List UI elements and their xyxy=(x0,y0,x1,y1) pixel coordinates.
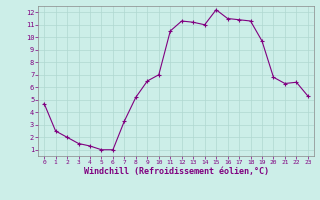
X-axis label: Windchill (Refroidissement éolien,°C): Windchill (Refroidissement éolien,°C) xyxy=(84,167,268,176)
